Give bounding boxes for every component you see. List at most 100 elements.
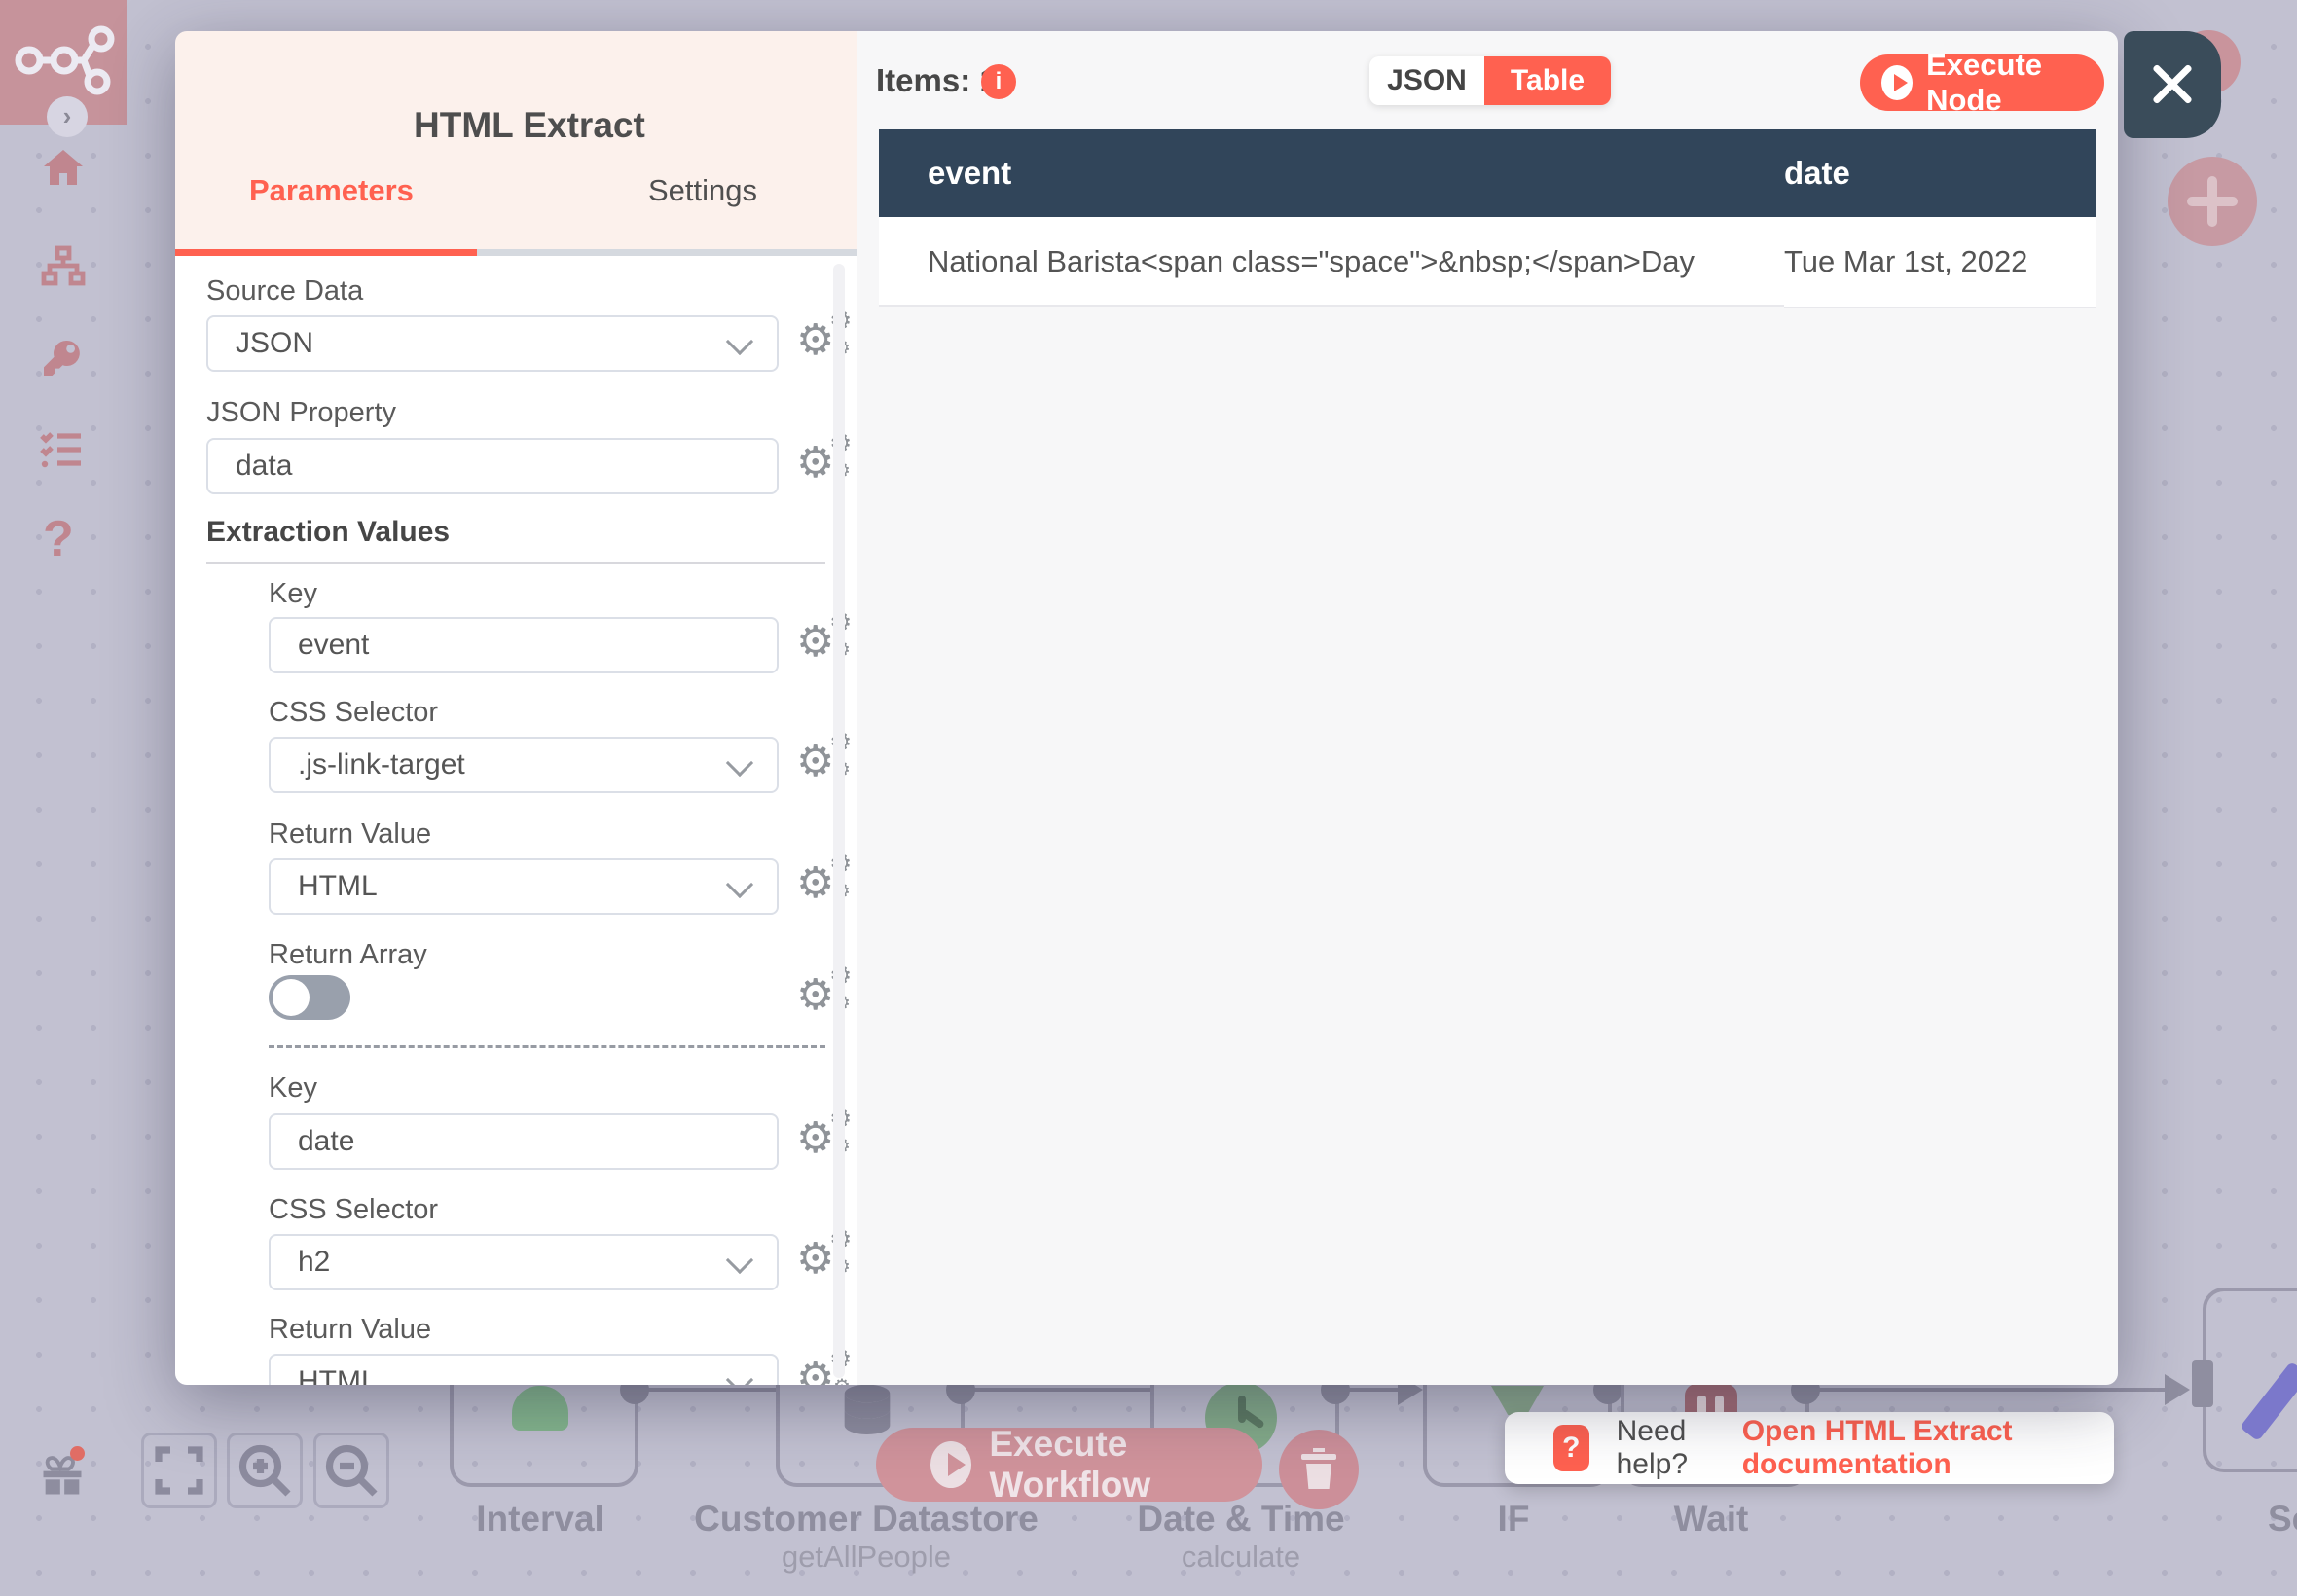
css-selector2-options-button[interactable]: ⚙⚙⚙ bbox=[796, 1226, 852, 1283]
return-value2-options-button[interactable]: ⚙⚙⚙ bbox=[796, 1346, 852, 1385]
node-label-if: IF bbox=[1497, 1499, 1530, 1539]
css-selector2-label: CSS Selector bbox=[269, 1194, 439, 1225]
extraction-values-heading: Extraction Values bbox=[206, 516, 825, 564]
json-property-options-button[interactable]: ⚙⚙⚙ bbox=[796, 430, 852, 487]
connection bbox=[961, 1388, 1150, 1392]
key2-options-button[interactable]: ⚙⚙⚙ bbox=[796, 1106, 852, 1162]
node-set[interactable] bbox=[2203, 1288, 2297, 1472]
key2-label: Key bbox=[269, 1072, 317, 1104]
execute-workflow-button[interactable]: Execute Workflow bbox=[876, 1424, 1262, 1505]
sitemap-icon bbox=[41, 245, 86, 286]
return-value1-select[interactable]: HTML bbox=[269, 858, 779, 915]
json-property-label: JSON Property bbox=[206, 397, 396, 428]
chevron-down-icon bbox=[725, 1365, 754, 1385]
node-label-interval: Interval bbox=[476, 1499, 604, 1539]
key2-input[interactable]: date bbox=[269, 1113, 779, 1170]
table-row: National Barista<span class="space">&nbs… bbox=[879, 217, 2096, 308]
return-value1-options-button[interactable]: ⚙⚙⚙ bbox=[796, 851, 852, 907]
key1-label: Key bbox=[269, 578, 317, 609]
input-port[interactable] bbox=[2192, 1360, 2213, 1407]
return-array-options-button[interactable]: ⚙⚙⚙ bbox=[796, 962, 852, 1019]
checklist-icon bbox=[40, 432, 81, 468]
json-property-input[interactable]: data bbox=[206, 438, 779, 494]
parameters-form: Source Data JSON ⚙⚙⚙ JSON Property data … bbox=[175, 256, 857, 1385]
node-title: HTML Extract bbox=[414, 105, 645, 145]
view-table-button[interactable]: Table bbox=[1484, 56, 1611, 105]
close-dialog-button[interactable] bbox=[2124, 31, 2221, 138]
tab-settings[interactable]: Settings bbox=[648, 173, 758, 207]
pen-icon bbox=[2240, 1360, 2297, 1442]
help-bar: ? Need help? Open HTML Extract documenta… bbox=[1505, 1412, 2114, 1484]
zoom-in-button[interactable] bbox=[227, 1433, 303, 1508]
source-data-select[interactable]: JSON bbox=[206, 315, 779, 372]
execute-node-label: Execute Node bbox=[1926, 48, 2043, 117]
return-value1-label: Return Value bbox=[269, 818, 432, 850]
connection bbox=[635, 1388, 776, 1392]
add-node-button[interactable] bbox=[2168, 157, 2257, 246]
execute-node-button[interactable]: Execute Node bbox=[1860, 48, 2104, 117]
delete-node-button[interactable] bbox=[1279, 1430, 1359, 1509]
play-icon bbox=[1881, 65, 1914, 100]
chevron-down-icon bbox=[725, 748, 754, 778]
home-icon bbox=[44, 150, 83, 185]
connection-arrow bbox=[2165, 1374, 2190, 1405]
column-header-event: event bbox=[879, 129, 1784, 217]
gift-icon bbox=[43, 1456, 82, 1495]
node-label-set: Se bbox=[2268, 1499, 2297, 1539]
play-icon bbox=[930, 1441, 972, 1488]
question-icon: ? bbox=[43, 511, 74, 567]
active-tab-indicator bbox=[175, 249, 477, 256]
view-json-button[interactable]: JSON bbox=[1369, 56, 1484, 105]
css-selector1-options-button[interactable]: ⚙⚙⚙ bbox=[796, 729, 852, 785]
open-documentation-link[interactable]: Open HTML Extract documentation bbox=[1741, 1415, 2013, 1480]
interval-icon bbox=[512, 1386, 568, 1431]
css-selector1-input[interactable]: .js-link-target bbox=[269, 737, 779, 793]
scrollbar[interactable] bbox=[833, 264, 845, 1378]
parameters-panel-header: HTML Extract bbox=[175, 31, 857, 256]
source-data-options-button[interactable]: ⚙⚙⚙ bbox=[796, 308, 852, 364]
sidebar-item-executions[interactable] bbox=[37, 426, 86, 478]
sidebar-item-credentials[interactable] bbox=[37, 335, 86, 386]
chevron-down-icon bbox=[725, 1246, 754, 1275]
zoom-in-icon bbox=[238, 1444, 291, 1497]
sidebar-item-workflows[interactable] bbox=[39, 242, 88, 294]
tab-parameters[interactable]: Parameters bbox=[249, 173, 414, 207]
return-array-toggle[interactable] bbox=[269, 975, 350, 1020]
chevron-down-icon bbox=[725, 327, 754, 356]
fit-view-icon bbox=[155, 1446, 203, 1495]
zoom-out-icon bbox=[325, 1444, 378, 1497]
zoom-out-button[interactable] bbox=[313, 1433, 389, 1508]
n8n-logo-icon bbox=[15, 25, 115, 95]
sidebar-item-help[interactable]: ? bbox=[43, 510, 74, 568]
question-icon: ? bbox=[1553, 1425, 1589, 1471]
trash-icon bbox=[1301, 1448, 1336, 1489]
fit-view-button[interactable] bbox=[141, 1433, 217, 1508]
return-value2-select[interactable]: HTML bbox=[269, 1354, 779, 1385]
node-sublabel-getallpeople: getAllPeople bbox=[781, 1540, 952, 1574]
group-divider bbox=[269, 1045, 825, 1048]
key-icon bbox=[44, 340, 80, 376]
items-count: Items: 1 bbox=[876, 62, 998, 98]
results-table: event date National Barista<span class="… bbox=[879, 129, 2096, 308]
return-value2-label: Return Value bbox=[269, 1314, 432, 1345]
connection bbox=[1805, 1388, 2166, 1392]
column-header-date: date bbox=[1784, 129, 2096, 217]
info-icon[interactable]: i bbox=[981, 64, 1016, 99]
return-array-label: Return Array bbox=[269, 939, 427, 970]
help-prefix: Need help? bbox=[1616, 1415, 1689, 1480]
sidebar-item-home[interactable] bbox=[39, 144, 88, 196]
source-data-label: Source Data bbox=[206, 275, 364, 307]
key1-options-button[interactable]: ⚙⚙⚙ bbox=[796, 609, 852, 666]
chevron-down-icon bbox=[725, 870, 754, 899]
notification-dot bbox=[70, 1446, 85, 1461]
filter-icon bbox=[1491, 1386, 1544, 1415]
css-selector2-input[interactable]: h2 bbox=[269, 1234, 779, 1290]
cell-date: Tue Mar 1st, 2022 bbox=[1784, 217, 2096, 308]
key1-input[interactable]: event bbox=[269, 617, 779, 673]
whats-new-button[interactable] bbox=[37, 1446, 88, 1505]
tab-divider bbox=[477, 249, 857, 256]
sidebar-collapse-button[interactable]: › bbox=[47, 96, 88, 137]
css-selector1-label: CSS Selector bbox=[269, 697, 439, 728]
view-switch: JSON Table bbox=[1369, 56, 1611, 105]
